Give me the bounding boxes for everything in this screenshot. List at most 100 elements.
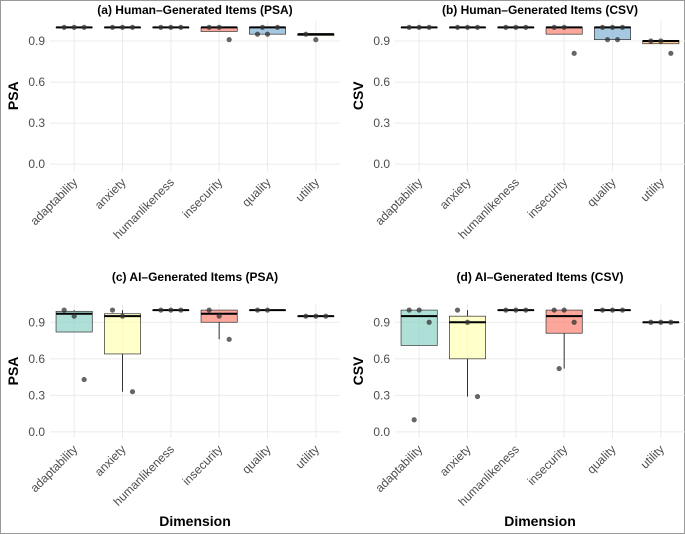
y-tick-label: 0.6 [28,352,45,366]
y-tick-label: 0.3 [373,116,390,130]
point [658,38,664,44]
y-tick-label: 0.0 [28,157,45,171]
point [158,24,164,30]
point [313,37,319,43]
point [274,24,281,30]
y-tick-label: 0.9 [373,34,390,48]
point [178,307,184,313]
y-tick-label: 0.3 [28,388,45,402]
point [313,313,319,319]
point [119,313,126,319]
point [406,24,412,30]
point [599,307,606,313]
point [168,307,174,313]
point [323,313,329,319]
point [551,307,557,313]
y-tick-label: 0.3 [28,116,45,130]
point [503,24,509,30]
point [168,24,174,30]
point [259,24,266,30]
point [648,319,654,325]
point [658,319,664,325]
point [119,24,126,30]
point [71,24,77,30]
point [206,307,212,313]
point [464,24,471,30]
point [523,307,529,313]
point [206,24,212,30]
point [216,313,222,319]
point [561,24,567,30]
point [454,307,461,313]
point [426,319,432,325]
box [104,313,141,355]
y-axis-label: PSA [5,81,21,110]
point [129,389,136,395]
point [609,24,616,30]
point [254,31,261,37]
point [561,307,567,313]
point [216,24,222,30]
y-tick-label: 0.6 [373,75,390,89]
point [264,307,271,313]
y-tick-label: 0.0 [373,425,390,439]
point [71,313,77,319]
point [556,365,562,372]
point [406,307,412,313]
point [604,37,611,43]
y-tick-label: 0.3 [373,388,390,402]
point [551,24,557,30]
panel-title: (a) Human–Generated Items (PSA) [97,3,292,17]
y-tick-label: 0.6 [28,75,45,89]
point [619,24,626,30]
point [109,307,116,313]
point [474,24,481,30]
point [474,393,481,400]
point [81,376,87,383]
x-axis-label: Dimension [159,513,231,529]
point [254,307,261,313]
point [411,417,417,423]
point [648,38,654,44]
point [264,31,271,37]
y-tick-label: 0.9 [28,315,45,329]
point [61,307,67,313]
point [599,24,606,30]
point [609,307,616,313]
point [226,336,232,342]
point [614,37,621,43]
point [571,319,577,325]
point [61,24,67,30]
panel-title: (b) Human–Generated Items (CSV) [442,3,638,17]
point [303,31,309,37]
y-axis-label: CSV [350,81,366,110]
y-tick-label: 0.6 [373,352,390,366]
y-axis-label: CSV [350,356,366,385]
point [619,307,626,313]
point [571,50,577,56]
point [178,24,184,30]
y-tick-label: 0.9 [373,315,390,329]
point [426,24,432,30]
y-axis-label: PSA [5,357,21,386]
panel-title: (c) AI–Generated Items (PSA) [112,270,278,284]
point [464,319,471,325]
point [226,37,232,43]
y-tick-label: 0.9 [28,34,45,48]
box [55,310,93,333]
point [668,50,674,56]
x-axis-label: Dimension [504,513,576,529]
y-tick-label: 0.0 [28,425,45,439]
point [668,319,674,325]
y-tick-label: 0.0 [373,157,390,171]
point [416,24,422,30]
point [109,24,116,30]
point [158,307,164,313]
panel-title: (d) AI–Generated Items (CSV) [457,270,624,284]
point [513,24,519,30]
point [513,307,519,313]
point [523,24,529,30]
box [545,309,583,334]
